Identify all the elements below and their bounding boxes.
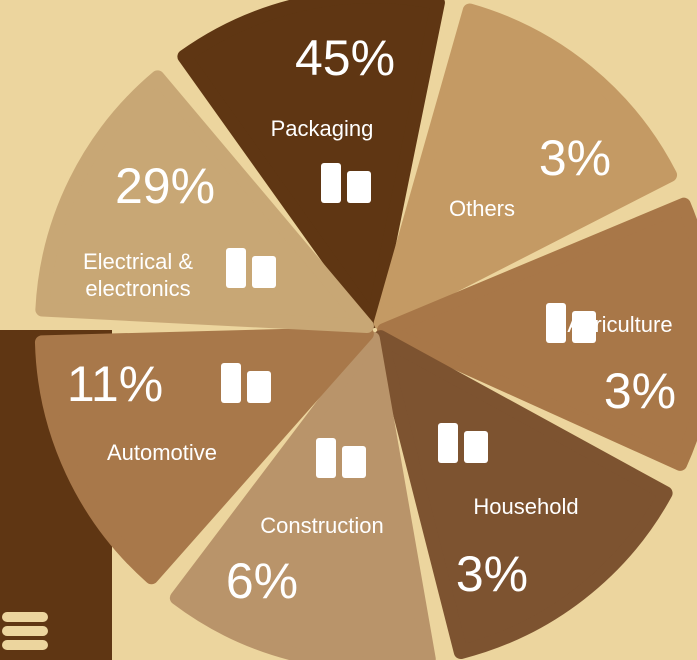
segment-label: Packaging xyxy=(271,116,374,141)
icon-shape xyxy=(347,171,371,203)
segment xyxy=(35,70,374,333)
icon-shape xyxy=(546,303,566,343)
segment-label: Household xyxy=(473,494,578,519)
icon xyxy=(438,423,488,463)
icon-shape xyxy=(252,256,276,288)
icon xyxy=(316,438,366,478)
segment-label: Automotive xyxy=(107,440,217,465)
icon-shape xyxy=(247,371,271,403)
segment-percent: 11% xyxy=(67,356,163,412)
icon-shape xyxy=(221,363,241,403)
segment xyxy=(169,331,436,660)
segment-percent: 3% xyxy=(539,130,611,186)
icon-shape xyxy=(316,438,336,478)
icon xyxy=(321,163,371,203)
icon-shape xyxy=(464,431,488,463)
icon xyxy=(221,363,271,403)
segment-percent: 6% xyxy=(226,553,298,609)
icon-shape xyxy=(321,163,341,203)
segment-percent: 45% xyxy=(295,30,395,86)
segment-percent: 3% xyxy=(456,546,528,602)
segment-percent: 29% xyxy=(115,158,215,214)
segment xyxy=(34,326,374,585)
segment xyxy=(177,0,445,329)
segment xyxy=(376,197,697,471)
segment-label: Others xyxy=(449,196,515,221)
icon-shape xyxy=(342,446,366,478)
segment xyxy=(373,3,678,331)
segment-label: Electrical & xyxy=(83,249,193,274)
segment-label: electronics xyxy=(85,276,190,301)
icon-shape xyxy=(438,423,458,463)
coins-icon xyxy=(2,612,48,650)
icon-shape xyxy=(226,248,246,288)
icon-shape xyxy=(572,311,596,343)
segment-label: Construction xyxy=(260,513,384,538)
segment-percent: 3% xyxy=(604,363,676,419)
icon xyxy=(226,248,276,288)
icon xyxy=(546,303,596,343)
segment xyxy=(373,330,673,660)
